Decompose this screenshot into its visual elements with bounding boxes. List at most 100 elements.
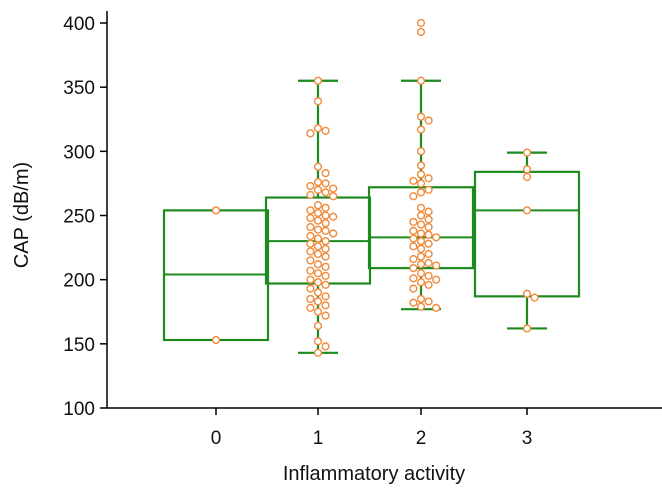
data-point bbox=[313, 297, 323, 306]
data-point bbox=[313, 348, 323, 357]
data-point bbox=[306, 294, 315, 304]
data-point bbox=[424, 280, 433, 289]
data-point bbox=[416, 244, 426, 253]
data-point bbox=[313, 278, 323, 287]
y-axis-label: CAP (dB/m) bbox=[11, 162, 33, 268]
y-tick-label: 400 bbox=[63, 14, 95, 35]
y-tick-label: 150 bbox=[63, 335, 95, 356]
data-point bbox=[416, 203, 426, 212]
data-point bbox=[409, 226, 418, 236]
data-point bbox=[306, 266, 315, 275]
data-point bbox=[409, 234, 418, 243]
data-point bbox=[409, 242, 418, 251]
data-point bbox=[321, 244, 330, 253]
data-point bbox=[321, 342, 330, 351]
data-point bbox=[424, 174, 433, 183]
data-point bbox=[321, 211, 330, 220]
data-point bbox=[424, 222, 433, 232]
data-point bbox=[321, 262, 330, 271]
data-point bbox=[416, 237, 426, 246]
data-point bbox=[424, 215, 433, 224]
data-point bbox=[522, 148, 532, 157]
data-point bbox=[321, 169, 330, 178]
data-point bbox=[424, 249, 433, 259]
y-tick-label: 250 bbox=[63, 207, 95, 228]
y-tick-label: 300 bbox=[63, 142, 95, 163]
data-point bbox=[321, 126, 330, 135]
data-point bbox=[306, 284, 315, 293]
data-point bbox=[313, 216, 323, 225]
data-point bbox=[313, 337, 323, 346]
data-point bbox=[321, 271, 330, 280]
data-point bbox=[416, 112, 426, 121]
data-point bbox=[211, 335, 221, 345]
data-point bbox=[306, 239, 315, 248]
data-point bbox=[424, 207, 433, 216]
data-point bbox=[313, 260, 323, 269]
data-point bbox=[409, 284, 418, 293]
data-point bbox=[416, 278, 426, 287]
data-point bbox=[306, 256, 315, 265]
data-point bbox=[432, 261, 441, 270]
data-point bbox=[321, 280, 330, 289]
data-point bbox=[313, 76, 323, 85]
data-point bbox=[306, 247, 315, 256]
data-point bbox=[321, 219, 330, 228]
data-point bbox=[313, 185, 323, 194]
data-point bbox=[424, 230, 433, 239]
y-tick-label: 100 bbox=[63, 399, 95, 420]
y-tick-label: 200 bbox=[63, 271, 95, 292]
data-point bbox=[329, 212, 338, 221]
data-point bbox=[321, 252, 330, 261]
data-point bbox=[416, 18, 426, 28]
data-point bbox=[432, 303, 441, 313]
x-axis-label: Inflammatory activity bbox=[283, 463, 465, 485]
axes bbox=[106, 11, 662, 409]
data-point bbox=[522, 324, 532, 333]
iqr-box bbox=[473, 170, 581, 298]
data-point bbox=[313, 208, 323, 218]
data-point bbox=[424, 116, 433, 125]
data-point bbox=[211, 206, 221, 215]
tick-group: 100 150 200 250 300 350 400 0 1 2 3 bbox=[63, 14, 532, 449]
data-point bbox=[530, 293, 539, 302]
data-point bbox=[313, 97, 323, 106]
data-point bbox=[416, 302, 426, 311]
data-point bbox=[416, 188, 426, 197]
data-point bbox=[313, 249, 323, 259]
data-point bbox=[424, 271, 433, 280]
data-point bbox=[313, 321, 323, 330]
data-point bbox=[409, 176, 418, 185]
data-point bbox=[306, 275, 315, 284]
data-point bbox=[416, 125, 426, 134]
data-point bbox=[306, 222, 315, 232]
data-point bbox=[424, 185, 433, 194]
data-point bbox=[416, 211, 426, 220]
point-group bbox=[211, 18, 539, 357]
x-tick-label: 3 bbox=[522, 428, 533, 449]
data-point bbox=[306, 303, 315, 313]
data-point bbox=[522, 165, 532, 174]
data-point bbox=[416, 220, 426, 229]
data-point bbox=[522, 289, 532, 298]
data-point bbox=[424, 258, 433, 268]
data-point bbox=[321, 292, 330, 301]
data-point bbox=[416, 269, 426, 278]
data-point bbox=[409, 274, 418, 283]
data-point bbox=[329, 184, 338, 193]
data-point bbox=[416, 170, 426, 179]
data-point bbox=[409, 192, 418, 201]
data-point bbox=[321, 226, 330, 236]
data-point bbox=[321, 311, 330, 320]
y-tick-label: 350 bbox=[63, 78, 95, 99]
data-point bbox=[306, 181, 315, 191]
data-point bbox=[306, 231, 315, 241]
x-tick-label: 2 bbox=[416, 428, 427, 449]
box-group bbox=[162, 79, 581, 354]
data-point bbox=[432, 275, 441, 284]
data-point bbox=[306, 129, 315, 138]
data-point bbox=[409, 298, 418, 307]
data-point bbox=[313, 201, 323, 210]
data-point bbox=[416, 161, 426, 170]
